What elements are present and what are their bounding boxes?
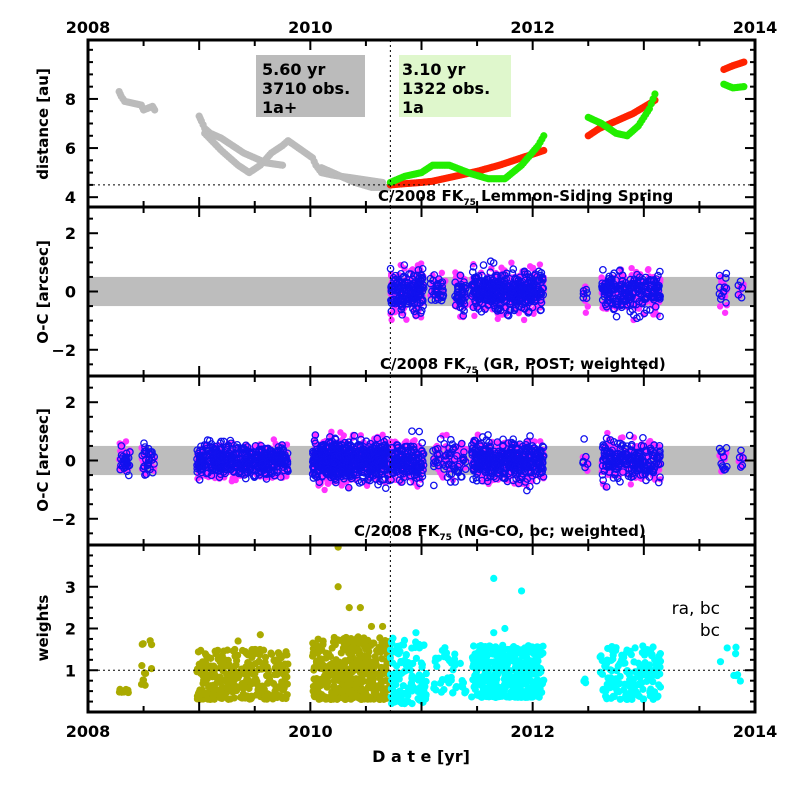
residual-point-open: [381, 484, 390, 493]
residual-point-open: [398, 290, 406, 299]
residual-point-open: [397, 269, 405, 278]
residual-point-open: [414, 283, 422, 291]
residual-point-open: [416, 285, 424, 293]
residual-point-open: [436, 290, 445, 299]
residual-point-open: [451, 278, 460, 287]
residual-point-open: [457, 294, 465, 303]
residual-point-filled: [645, 265, 652, 273]
data-point: [151, 106, 159, 114]
residual-point-open: [388, 282, 396, 291]
data-point: [540, 146, 548, 155]
residual-point-filled: [520, 316, 528, 324]
residual-point-filled: [494, 315, 501, 323]
residual-point-filled: [321, 486, 328, 494]
residual-point-open: [459, 311, 468, 320]
residual-point-filled: [582, 309, 590, 316]
residual-point-open: [414, 266, 423, 274]
residual-point-open: [400, 261, 409, 269]
residual-point-open: [458, 304, 467, 313]
residual-point-open: [432, 284, 441, 293]
residual-point-filled: [536, 261, 544, 268]
residual-point-filled: [471, 312, 478, 320]
residual-point-open: [431, 286, 439, 294]
residual-point-open: [438, 278, 447, 286]
residual-point-open: [398, 310, 407, 319]
residual-point-open: [451, 301, 460, 310]
residual-point-open: [387, 307, 396, 316]
data-point: [540, 132, 548, 140]
residual-point-open: [599, 265, 607, 274]
residual-point-open: [456, 299, 465, 308]
residual-point-open: [409, 271, 418, 280]
residual-point-open: [460, 288, 469, 297]
residual-point-open: [479, 261, 488, 269]
data-point: [651, 90, 659, 98]
residual-point-open: [426, 274, 435, 283]
residual-point-filled: [438, 269, 446, 277]
residual-point-open: [461, 293, 469, 302]
residual-point-open: [414, 299, 422, 307]
residual-point-open: [426, 279, 435, 288]
residual-point-open: [408, 427, 416, 436]
residual-point-open: [395, 283, 404, 291]
residual-point-open: [418, 287, 427, 296]
marks-layer: [88, 58, 755, 708]
residual-point-open: [389, 295, 398, 304]
residual-point-open: [407, 288, 416, 297]
residual-point-open: [722, 269, 731, 278]
residual-point-filled: [508, 259, 515, 266]
data-point: [740, 83, 748, 91]
residual-point-filled: [721, 309, 729, 316]
residual-point-open: [386, 264, 395, 273]
residual-point-filled: [650, 311, 657, 318]
residual-point-open: [418, 273, 427, 282]
residual-point-open: [456, 271, 465, 280]
residual-point-open: [430, 271, 439, 279]
residual-point-filled: [403, 316, 410, 323]
residual-point-filled: [270, 436, 278, 443]
residual-point-open: [415, 427, 424, 436]
residual-point-filled: [529, 264, 537, 272]
residual-point-open: [391, 275, 400, 284]
residual-point-open: [612, 312, 621, 321]
residual-point-open: [462, 284, 470, 292]
residual-point-open: [509, 265, 518, 273]
residual-point-open: [403, 299, 412, 308]
residual-point-open: [453, 288, 462, 297]
data-point: [278, 161, 287, 169]
residual-point-open: [429, 481, 438, 490]
residual-point-open: [416, 275, 425, 284]
residual-point-filled: [584, 303, 591, 310]
data-point: [740, 58, 748, 66]
residual-point-filled: [388, 316, 395, 324]
